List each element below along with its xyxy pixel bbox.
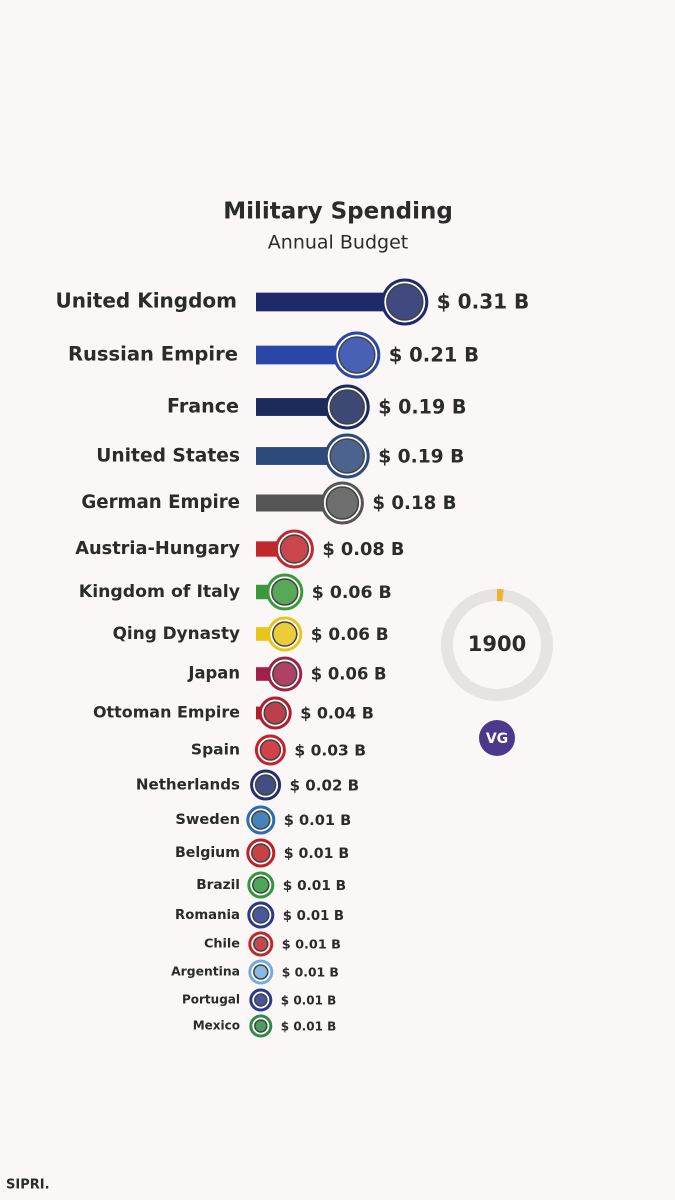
value-label: $ 0.01 B [281, 994, 336, 1008]
value-label: $ 0.04 B [300, 704, 374, 723]
flag-inner [386, 283, 424, 321]
bar [256, 345, 357, 365]
category-label: Japan [187, 664, 240, 683]
flag-inner [254, 1019, 268, 1033]
value-label: $ 0.21 B [389, 344, 479, 367]
value-label: $ 0.08 B [322, 540, 404, 560]
category-label: Spain [191, 741, 240, 759]
value-label: $ 0.01 B [284, 846, 349, 862]
bar [256, 447, 348, 465]
chart-subtitle: Annual Budget [268, 232, 408, 254]
category-label: Brazil [196, 877, 240, 893]
value-label: $ 0.01 B [282, 938, 341, 953]
value-label: $ 0.01 B [281, 1020, 336, 1034]
value-label: $ 0.01 B [282, 966, 339, 980]
bar [256, 494, 343, 512]
category-label: United States [96, 446, 240, 467]
flag-inner [338, 336, 376, 374]
bar [256, 292, 405, 312]
flag-inner [251, 810, 271, 830]
category-label: Qing Dynasty [113, 623, 240, 643]
flag-inner [272, 661, 298, 687]
flag-inner [271, 578, 299, 606]
chart-title: Military Spending [223, 199, 453, 225]
logo-text: VG [486, 731, 508, 747]
value-label: $ 0.03 B [294, 742, 366, 760]
category-label: Ottoman Empire [93, 703, 240, 722]
category-label: Argentina [171, 965, 240, 979]
flag-inner [259, 739, 282, 761]
category-label: Kingdom of Italy [79, 582, 240, 602]
value-label: $ 0.31 B [437, 290, 529, 314]
value-label: $ 0.06 B [311, 665, 387, 684]
flag-inner [329, 389, 365, 425]
bar [256, 398, 348, 416]
value-label: $ 0.01 B [283, 878, 346, 894]
flag-inner [272, 621, 298, 647]
category-label: Belgium [175, 845, 240, 861]
category-label: Portugal [182, 993, 240, 1007]
flag-inner [263, 701, 287, 725]
flag-inner [252, 876, 270, 894]
category-label: Romania [175, 908, 240, 923]
flag-inner [279, 534, 310, 564]
category-label: France [167, 395, 239, 418]
value-label: $ 0.06 B [312, 583, 392, 603]
value-label: $ 0.18 B [372, 493, 456, 514]
value-label: $ 0.19 B [378, 447, 464, 468]
flag-inner [329, 438, 365, 474]
value-label: $ 0.06 B [311, 624, 389, 644]
flag-inner [251, 843, 271, 863]
source: SIPRI. [6, 1178, 50, 1193]
flag-inner [325, 486, 360, 520]
flag-inner [253, 964, 269, 980]
category-label: German Empire [81, 492, 240, 513]
flag-inner [254, 993, 268, 1007]
category-label: Russian Empire [68, 343, 238, 366]
value-label: $ 0.19 B [378, 396, 466, 419]
value-label: $ 0.01 B [284, 812, 351, 829]
flag-inner [254, 774, 277, 796]
value-label: $ 0.01 B [283, 909, 344, 924]
year-label: 1900 [468, 632, 526, 656]
flag-inner [252, 906, 270, 924]
value-label: $ 0.02 B [290, 777, 360, 795]
category-label: Austria-Hungary [75, 539, 240, 559]
logo-badge [479, 720, 515, 756]
category-label: Chile [204, 937, 240, 952]
flag-inner [253, 936, 269, 952]
category-label: Mexico [193, 1019, 240, 1033]
category-label: Netherlands [136, 776, 240, 794]
category-label: Sweden [175, 811, 240, 828]
category-label: United Kingdom [55, 289, 237, 313]
